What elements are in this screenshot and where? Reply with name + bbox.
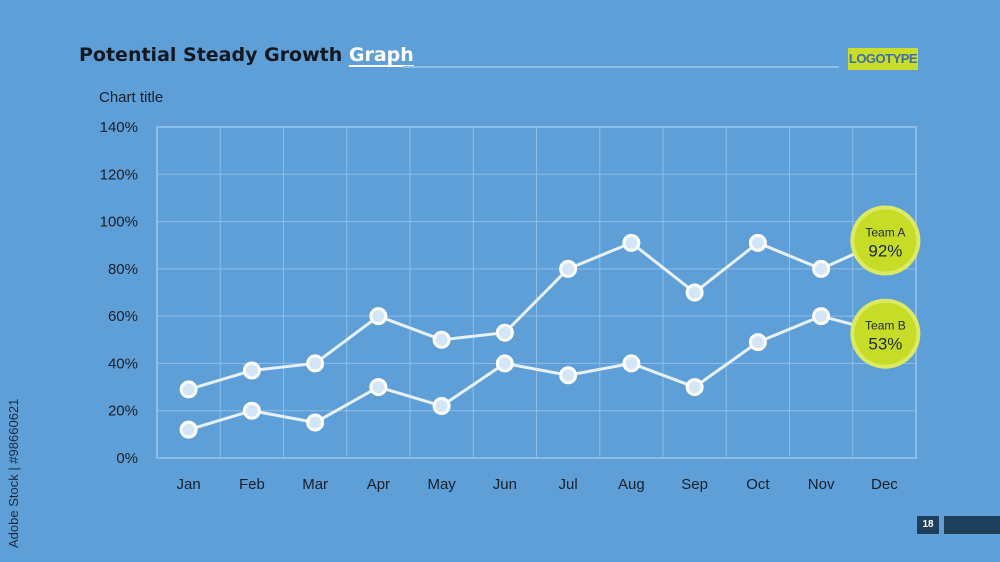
x-tick-label: Jun bbox=[493, 476, 517, 493]
series-team-a-callout: Team A 92% bbox=[850, 205, 921, 276]
stock-watermark: Adobe Stock | #98660621 bbox=[6, 398, 21, 548]
x-tick-label: Dec bbox=[871, 476, 898, 493]
data-point bbox=[242, 401, 261, 420]
x-tick-label: Oct bbox=[746, 476, 770, 493]
data-point bbox=[559, 366, 578, 385]
series-team-a: Team A 92% bbox=[179, 205, 921, 399]
slide-title-highlight: Graph bbox=[348, 44, 414, 66]
y-tick-label: 100% bbox=[100, 214, 138, 231]
y-tick-label: 20% bbox=[108, 403, 138, 420]
data-point bbox=[748, 233, 767, 252]
data-point bbox=[685, 378, 704, 397]
y-tick-label: 0% bbox=[116, 450, 138, 467]
y-tick-label: 120% bbox=[100, 166, 138, 183]
series-team-b-callout: Team B 53% bbox=[850, 298, 921, 369]
data-point bbox=[495, 323, 514, 342]
y-tick-label: 60% bbox=[108, 308, 138, 325]
callout-series-name: Team A bbox=[865, 225, 905, 239]
series-team-a-line bbox=[188, 239, 885, 391]
data-point bbox=[432, 396, 451, 415]
page-bar bbox=[944, 516, 1000, 534]
x-tick-label: May bbox=[427, 476, 456, 493]
data-point bbox=[622, 233, 641, 252]
series-team-b-line bbox=[188, 314, 885, 432]
x-tick-label: Mar bbox=[302, 476, 328, 493]
y-tick-label: 80% bbox=[108, 261, 138, 278]
x-tick-label: Nov bbox=[808, 476, 835, 493]
data-point bbox=[369, 378, 388, 397]
data-point bbox=[748, 333, 767, 352]
data-point bbox=[306, 354, 325, 373]
x-tick-label: Jul bbox=[559, 476, 578, 493]
data-point bbox=[306, 413, 325, 432]
plot-frame bbox=[156, 126, 917, 459]
data-point bbox=[369, 307, 388, 326]
page-number: 18 bbox=[917, 516, 939, 534]
series-team-b: Team B 53% bbox=[179, 298, 921, 439]
slide-title-main: Potential Steady Growth bbox=[79, 44, 349, 66]
x-tick-label: Jan bbox=[177, 476, 201, 493]
x-tick-label: Apr bbox=[367, 476, 390, 493]
x-tick-label: Sep bbox=[681, 476, 708, 493]
slide-title: Potential Steady Growth Graph bbox=[79, 44, 414, 66]
callout-value-label: 92% bbox=[868, 241, 902, 260]
y-tick-label: 40% bbox=[108, 355, 138, 372]
x-tick-label: Feb bbox=[239, 476, 265, 493]
data-point bbox=[812, 259, 831, 278]
callout-circle bbox=[854, 302, 917, 365]
callout-value-label: 53% bbox=[868, 335, 902, 354]
data-point bbox=[179, 420, 198, 439]
callout-series-name: Team B bbox=[865, 319, 906, 333]
logo: LOGOTYPE bbox=[848, 48, 918, 70]
data-point bbox=[559, 259, 578, 278]
data-point bbox=[179, 380, 198, 399]
callout-circle bbox=[854, 209, 917, 272]
data-point bbox=[685, 283, 704, 302]
data-point bbox=[495, 354, 514, 373]
data-point bbox=[622, 354, 641, 373]
x-tick-label: Aug bbox=[618, 476, 645, 493]
data-point bbox=[432, 330, 451, 349]
data-point bbox=[812, 307, 831, 326]
data-point bbox=[242, 361, 261, 380]
chart-title: Chart title bbox=[99, 89, 164, 106]
title-divider bbox=[403, 66, 839, 68]
y-tick-label: 140% bbox=[100, 119, 138, 136]
